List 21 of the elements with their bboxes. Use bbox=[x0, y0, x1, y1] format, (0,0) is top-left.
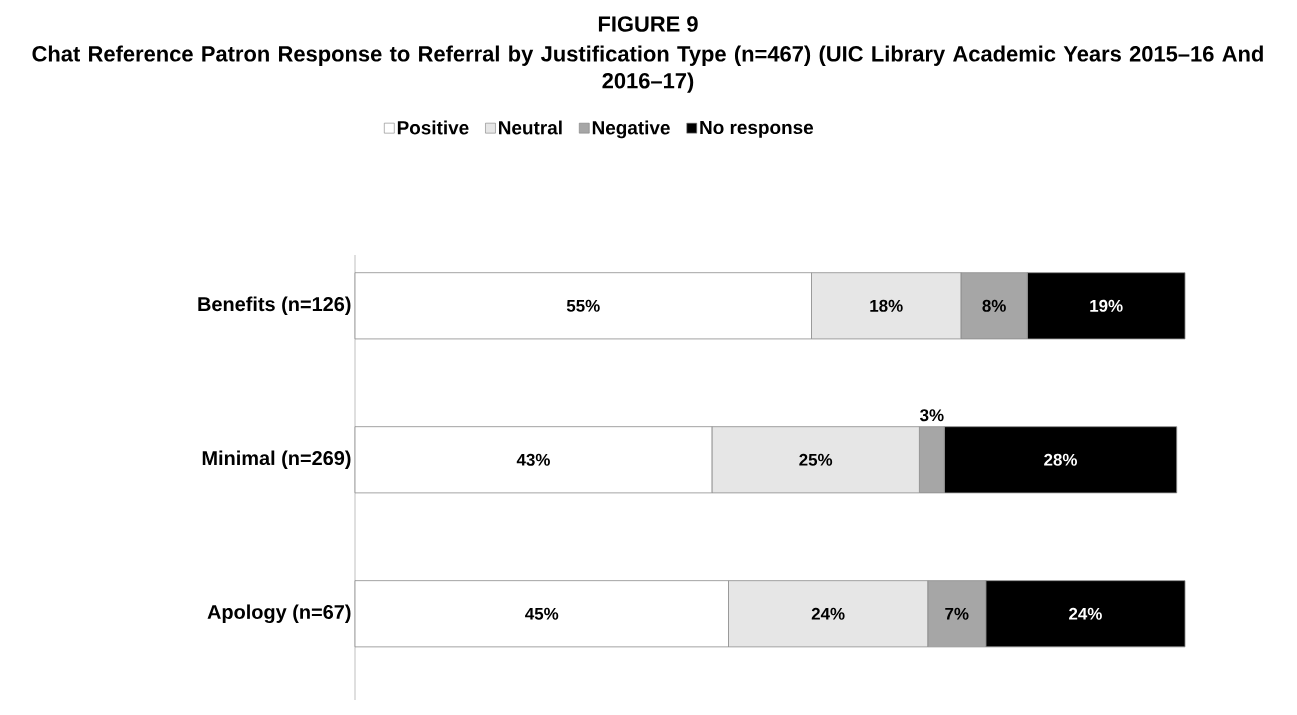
data-label: 43% bbox=[516, 453, 550, 466]
y-tick-label: Benefits (n=126) bbox=[198, 296, 351, 316]
data-label: 24% bbox=[1069, 607, 1102, 620]
data-label: 8% bbox=[982, 299, 1006, 312]
chart-title: FIGURE 9 bbox=[598, 16, 698, 32]
data-label: 55% bbox=[566, 299, 600, 312]
data-label: 24% bbox=[811, 607, 845, 620]
data-label: 45% bbox=[525, 607, 559, 620]
data-label: 25% bbox=[799, 453, 833, 466]
legend-label: No response bbox=[700, 120, 814, 138]
data-label: 18% bbox=[870, 299, 903, 312]
legend-label: Negative bbox=[592, 120, 670, 139]
y-tick-label: Minimal (n=269) bbox=[202, 450, 351, 470]
legend-label: Neutral bbox=[499, 120, 562, 135]
chart-subtitle: Chat Reference Patron Response to Referral by Justification Type (n=467) (UIC Library Academic Years 2015–16 And 2016–17) bbox=[32, 45, 1263, 93]
data-label: 28% bbox=[1044, 453, 1078, 466]
data-label: 3% bbox=[920, 409, 944, 422]
data-label: 19% bbox=[1090, 299, 1123, 312]
legend-label: Positive bbox=[397, 120, 469, 135]
y-tick-label: Apology (n=67) bbox=[207, 604, 351, 624]
data-label: 7% bbox=[945, 607, 969, 620]
